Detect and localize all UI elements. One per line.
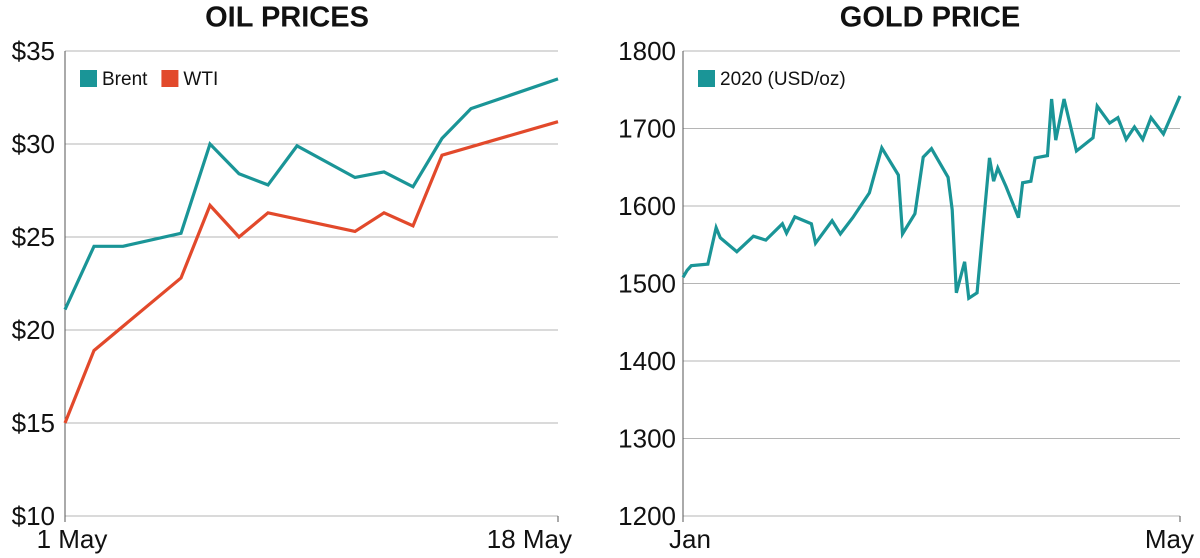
y-tick-label: $30 xyxy=(12,129,55,159)
legend-swatch xyxy=(698,70,715,87)
y-tick-label: 1400 xyxy=(618,346,676,376)
x-tick-label: May xyxy=(1145,524,1194,554)
chart-title: OIL PRICES xyxy=(205,2,369,34)
x-tick-label: Jan xyxy=(669,524,711,554)
series-line xyxy=(63,120,559,424)
x-tick-label: 18 May xyxy=(487,524,572,554)
y-tick-label: $35 xyxy=(12,36,55,66)
y-tick-label: 1500 xyxy=(618,268,676,298)
y-tick-label: $10 xyxy=(12,501,55,531)
x-tick-label: 1 May xyxy=(37,524,108,554)
chart-title: GOLD PRICE xyxy=(840,2,1020,34)
y-tick-label: 1700 xyxy=(618,113,676,143)
y-tick-label: 1600 xyxy=(618,191,676,221)
chart: GOLD PRICE 1200 1300 1400 1500 1600 1700 1800 Ja… xyxy=(618,2,1194,554)
y-tick-label: 1800 xyxy=(618,36,676,66)
y-tick-label: $15 xyxy=(12,408,55,438)
legend-label: 2020 (USD/oz) xyxy=(720,69,846,90)
y-tick-label: 1200 xyxy=(618,501,676,531)
y-tick-label: $25 xyxy=(12,222,55,252)
legend-label: Brent xyxy=(102,69,148,90)
y-tick-label: 1300 xyxy=(618,423,676,453)
legend-swatch xyxy=(161,70,179,87)
y-tick-label: $20 xyxy=(12,315,55,345)
series-line xyxy=(63,77,559,311)
legend-swatch xyxy=(80,70,97,87)
legend-label: WTI xyxy=(183,69,218,90)
chart: OIL PRICES $10 $15 $20 $25 $30 $35 1 May 18 May B… xyxy=(12,2,572,554)
series-line xyxy=(681,95,1182,301)
